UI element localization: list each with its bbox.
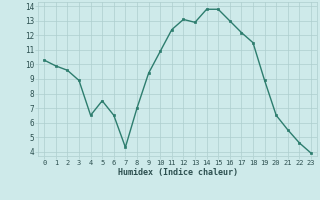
X-axis label: Humidex (Indice chaleur): Humidex (Indice chaleur) [118, 168, 238, 177]
